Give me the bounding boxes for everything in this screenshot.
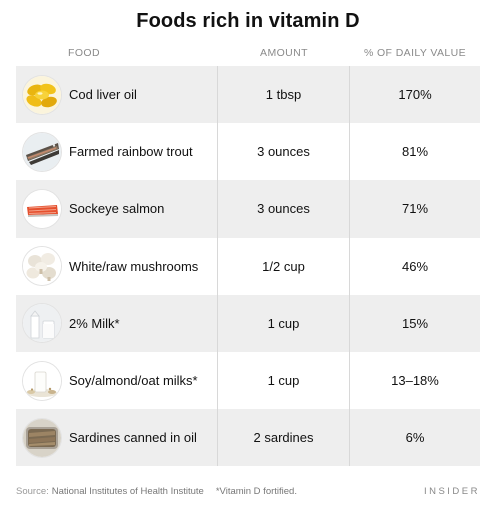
table-header: FOOD AMOUNT % OF DAILY VALUE — [16, 40, 480, 66]
food-cell: White/raw mushrooms — [16, 237, 218, 295]
amount-cell: 1 tbsp — [218, 66, 350, 124]
daily-value-cell: 81% — [401, 144, 429, 160]
cod-liver-oil-capsules-icon — [23, 75, 61, 114]
table-row: White/raw mushrooms 1/2 cup 46% — [16, 237, 480, 295]
food-name: Soy/almond/oat milks* — [69, 373, 198, 389]
column-header-amount: AMOUNT — [260, 47, 308, 59]
food-cell: Sardines canned in oil — [16, 409, 218, 467]
daily-value-cell: 170% — [398, 87, 432, 103]
table-row: 2% Milk* 1 cup 15% — [16, 294, 480, 352]
table-row: Sardines canned in oil 2 sardines 6% — [16, 409, 480, 467]
vitamin-d-table: Cod liver oil 1 tbsp 170% Farmed rainbow… — [16, 66, 480, 467]
daily-value-cell: 13–18% — [391, 373, 439, 389]
milk-carton-icon — [23, 304, 61, 343]
brand-logo: INSIDER — [423, 486, 480, 497]
amount-cell: 1 cup — [218, 294, 350, 352]
sardine-tin-icon — [23, 418, 61, 457]
food-cell: 2% Milk* — [16, 294, 218, 352]
table-row: Soy/almond/oat milks* 1 cup 13–18% — [16, 351, 480, 410]
mushrooms-icon — [23, 247, 61, 286]
food-name: Sardines canned in oil — [69, 430, 197, 446]
table-row: Sockeye salmon 3 ounces 71% — [16, 180, 480, 238]
daily-value-cell: 46% — [401, 258, 429, 274]
food-name: Sockeye salmon — [69, 201, 165, 217]
food-name: Cod liver oil — [69, 87, 137, 103]
source-text: National Institutes of Health Institute — [51, 486, 204, 497]
column-header-food: FOOD — [68, 47, 100, 59]
footnote: *Vitamin D fortified. — [215, 486, 297, 497]
column-header-daily-value: % OF DAILY VALUE — [363, 47, 467, 59]
amount-cell: 3 ounces — [218, 123, 350, 181]
oat-milk-glass-icon — [23, 361, 61, 400]
food-cell: Cod liver oil — [16, 66, 218, 124]
daily-value-cell: 71% — [401, 201, 429, 217]
amount-cell: 3 ounces — [218, 180, 350, 238]
daily-value-cell: 15% — [401, 315, 429, 331]
food-name: 2% Milk* — [69, 315, 120, 331]
daily-value-cell: 6% — [405, 430, 425, 446]
source-label: Source: — [16, 486, 49, 497]
page-title: Foods rich in vitamin D — [136, 10, 360, 32]
food-name: Farmed rainbow trout — [69, 144, 193, 160]
food-cell: Soy/almond/oat milks* — [16, 351, 218, 410]
table-row: Farmed rainbow trout 3 ounces 81% — [16, 123, 480, 181]
amount-cell: 1/2 cup — [218, 237, 350, 295]
rainbow-trout-icon — [23, 132, 61, 171]
food-cell: Farmed rainbow trout — [16, 123, 218, 181]
amount-cell: 2 sardines — [218, 409, 350, 467]
food-name: White/raw mushrooms — [69, 258, 199, 274]
footer: Source: National Institutes of Health In… — [16, 486, 480, 497]
amount-cell: 1 cup — [218, 351, 350, 410]
salmon-fillet-icon — [23, 189, 61, 228]
food-cell: Sockeye salmon — [16, 180, 218, 238]
table-row: Cod liver oil 1 tbsp 170% — [16, 66, 480, 124]
